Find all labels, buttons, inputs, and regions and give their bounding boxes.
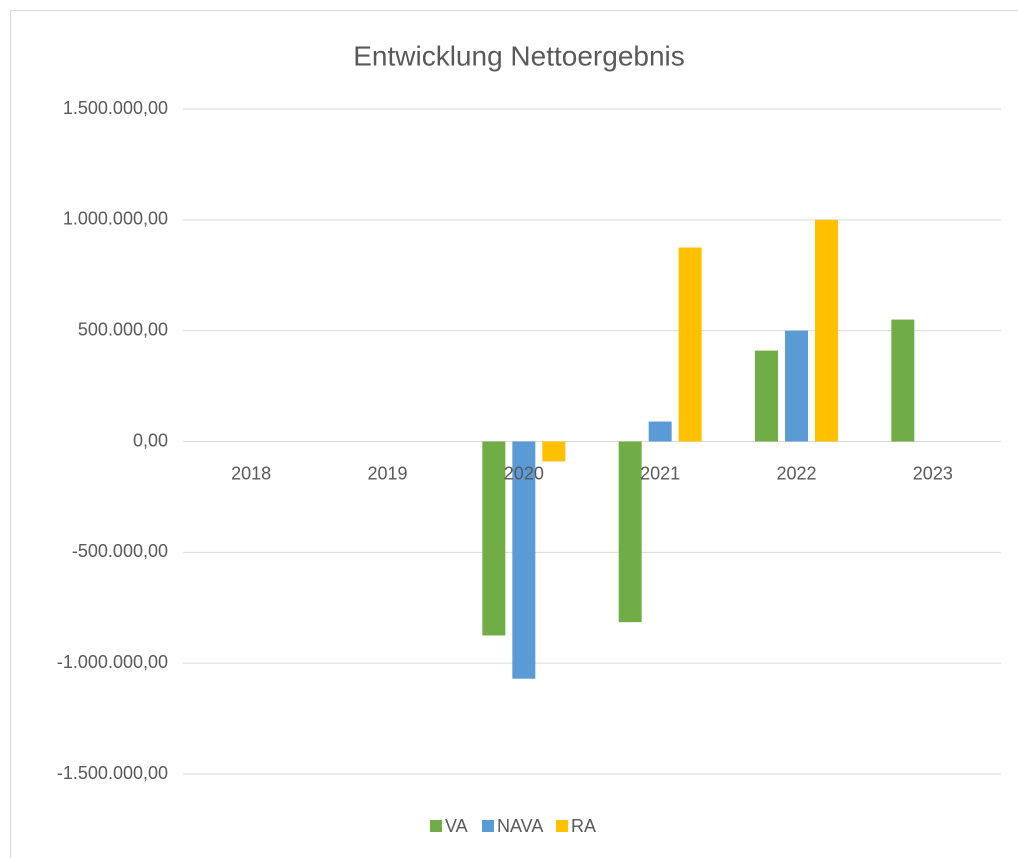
chart-frame [10,10,1018,858]
x-tick-label: 2021 [640,463,680,483]
chart-title: Entwicklung Nettoergebnis [353,40,685,71]
legend-label: RA [571,816,596,836]
x-tick-label: 2023 [913,463,953,483]
bar [755,350,778,442]
legend-swatch [430,820,442,832]
y-tick-label: -1.500.000,00 [57,763,168,783]
legend-swatch [482,820,494,832]
y-tick-label: 0,00 [133,430,168,450]
x-tick-label: 2022 [776,463,816,483]
bar [618,441,642,623]
y-tick-label: 1.500.000,00 [63,98,168,118]
y-tick-label: -500.000,00 [72,541,168,561]
bar [648,421,672,442]
legend-label: VA [445,816,468,836]
legend-label: NAVA [497,816,543,836]
y-tick-label: 500.000,00 [78,319,168,339]
bar [482,441,506,636]
x-tick-label: 2020 [504,463,544,483]
x-tick-label: 2019 [367,463,407,483]
legend-swatch [556,820,568,832]
bar [512,441,536,679]
bar [891,319,915,442]
x-tick-label: 2018 [231,463,271,483]
bar [785,330,808,442]
y-tick-label: -1.000.000,00 [57,652,168,672]
bar [678,247,702,442]
bar [815,219,838,442]
bar [542,441,566,462]
y-tick-label: 1.000.000,00 [63,209,168,229]
